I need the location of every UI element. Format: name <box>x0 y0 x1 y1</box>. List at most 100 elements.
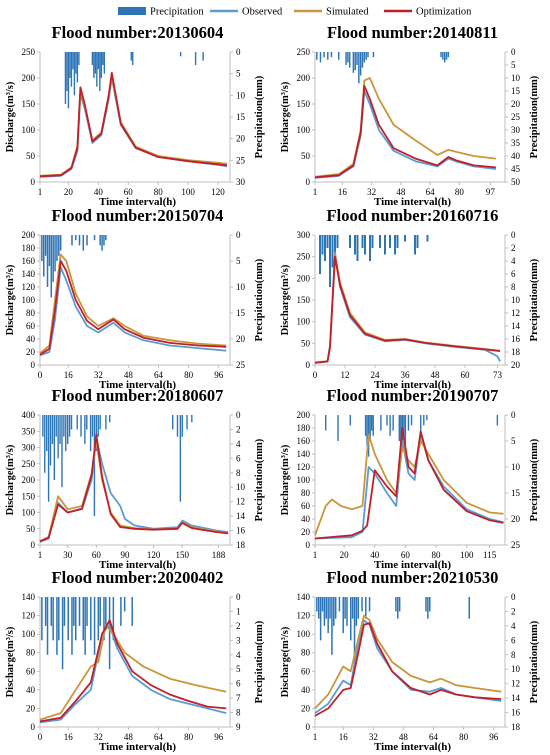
precip-bar <box>80 415 82 437</box>
chart-panel: Flood number:20140811 Time interval(h) 0 50… <box>275 22 550 208</box>
series-optimization-line <box>314 84 496 179</box>
y2-axis-label: Precipitation(mm) <box>529 438 540 521</box>
precip-bar <box>404 415 407 447</box>
chart-panel: Flood number:20150704 Time interval(h) 0 20… <box>0 205 275 391</box>
y-tick-label: 180 <box>297 423 311 433</box>
precip-bar <box>380 415 382 431</box>
y2-tick-label: 50 <box>511 177 521 187</box>
y-tick-label: 20 <box>301 703 311 713</box>
y-tick-label: 200 <box>297 73 311 83</box>
precip-bar <box>73 597 75 626</box>
y2-tick-label: 2 <box>236 621 241 631</box>
precip-bar <box>108 415 111 423</box>
y2-axis-label: Precipitation(mm) <box>529 620 540 703</box>
y2-tick-label: 2 <box>236 424 241 434</box>
y-axis-label: Discharge(m³/s) <box>280 81 291 152</box>
y2-tick-label: 4 <box>236 650 241 660</box>
y-tick-label: 120 <box>22 282 36 292</box>
precip-bar <box>372 52 375 58</box>
precip-bar <box>398 415 400 441</box>
x-tick-label: 16 <box>339 732 349 742</box>
precip-bar <box>425 597 427 612</box>
y-tick-label: 0 <box>306 360 311 370</box>
y2-tick-label: 0 <box>236 47 241 57</box>
y2-tick-label: 7 <box>236 693 241 703</box>
y2-tick-label: 6 <box>236 679 241 689</box>
y2-tick-label: 10 <box>511 664 521 674</box>
y-tick-label: 150 <box>22 491 36 501</box>
precip-bar <box>356 235 359 261</box>
x-tick-label: 20 <box>340 550 350 560</box>
y-tick-label: 40 <box>26 334 36 344</box>
y-tick-label: 0 <box>31 722 36 732</box>
x-tick-label: 64 <box>154 732 164 742</box>
precip-bar <box>366 415 368 447</box>
precip-bar <box>371 235 374 248</box>
y2-tick-label: 20 <box>236 134 246 144</box>
precip-bar <box>76 52 79 83</box>
legend-item-simulated: Simulated <box>294 7 369 18</box>
precip-bar <box>96 52 98 87</box>
y-tick-label: 200 <box>297 273 311 283</box>
y-tick-label: 100 <box>22 508 36 518</box>
y2-axis-label: Precipitation(mm) <box>254 258 265 341</box>
precip-bar <box>86 235 88 246</box>
precip-bar <box>445 52 448 60</box>
y-tick-label: 0 <box>31 360 36 370</box>
precip-bar <box>347 52 349 63</box>
x-tick-label: 150 <box>176 550 190 560</box>
precip-bar <box>326 235 329 248</box>
y2-tick-label: 3 <box>236 635 241 645</box>
y-tick-label: 50 <box>301 338 311 348</box>
precip-bar <box>123 597 126 612</box>
chart-title: Flood number:20130604 <box>51 23 224 42</box>
y-tick-label: 300 <box>297 230 311 240</box>
x-tick-label: 48 <box>124 732 134 742</box>
y-tick-label: 250 <box>297 47 311 57</box>
precip-bar <box>41 597 43 641</box>
precip-bar <box>93 52 95 78</box>
y-tick-label: 150 <box>297 295 311 305</box>
precip-bar <box>99 597 101 626</box>
precip-bar <box>74 597 77 641</box>
precip-bar <box>334 597 337 619</box>
x-tick-label: 20 <box>64 187 74 197</box>
precip-bar <box>130 52 132 61</box>
precip-bar <box>338 597 341 612</box>
series-simulated-line <box>39 624 227 721</box>
x-axis-label: Time interval(h) <box>373 379 452 391</box>
y2-tick-label: 14 <box>236 511 246 521</box>
precip-bar <box>319 235 321 274</box>
x-axis-label: Time interval(h) <box>373 559 452 571</box>
precip-bar <box>120 597 122 626</box>
precip-bar <box>64 52 67 104</box>
precip-bar <box>345 52 347 65</box>
y-tick-label: 140 <box>297 592 311 602</box>
x-tick-label: 96 <box>214 732 224 742</box>
y2-tick-label: 16 <box>511 334 521 344</box>
precip-bar <box>70 52 73 87</box>
x-tick-label: 1 <box>38 187 43 197</box>
precip-bar <box>361 597 363 612</box>
legend-item-precipitation: Precipitation <box>118 7 204 18</box>
precip-bar <box>321 597 324 612</box>
y-tick-label: 250 <box>22 459 36 469</box>
precip-bar <box>389 415 391 436</box>
precip-bar <box>202 52 204 61</box>
y-axis-label: Discharge(m³/s) <box>280 626 291 697</box>
precip-bar <box>97 52 100 70</box>
chart-svg: 0 50 100 150 200 250 300 350 400 0 2 4 6 8 10 12 14 16 18 1… <box>5 410 265 560</box>
precip-bar <box>357 597 360 619</box>
precip-bar <box>51 415 54 444</box>
x-tick-label: 97 <box>486 187 496 197</box>
y2-tick-label: 18 <box>511 347 521 357</box>
precip-bar <box>103 597 105 641</box>
precip-bar <box>468 597 471 619</box>
precip-bar <box>52 597 54 641</box>
precip-bar <box>327 597 329 634</box>
y2-tick-label: 20 <box>511 99 521 109</box>
x-tick-label: 80 <box>184 370 194 380</box>
y2-axis-label: Precipitation(mm) <box>254 620 265 703</box>
y2-tick-label: 10 <box>511 462 521 472</box>
